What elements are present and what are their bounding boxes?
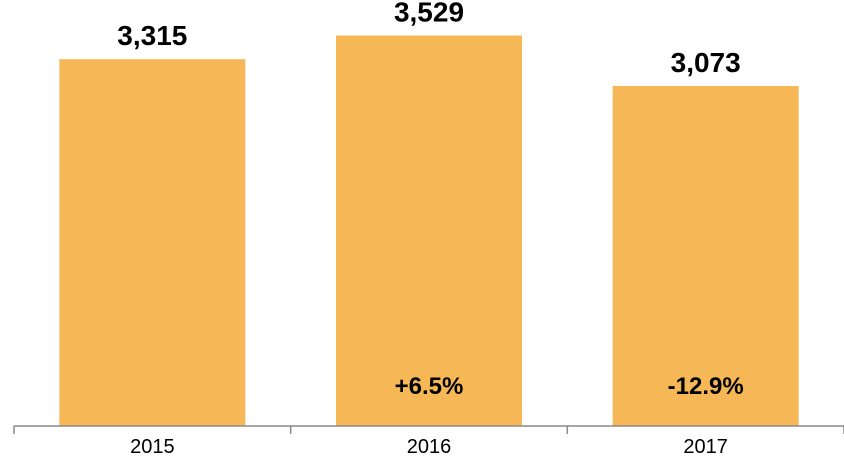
bar-2017 bbox=[612, 85, 799, 426]
bars-group bbox=[59, 35, 799, 427]
data-label-2016: 3,529 bbox=[394, 0, 464, 28]
value-labels-group: 3,315 3,529 3,073 bbox=[117, 0, 740, 78]
x-tick-labels-group: 2015 2016 2017 bbox=[130, 436, 728, 458]
bar-2016 bbox=[336, 35, 522, 427]
x-tick-label-2016: 2016 bbox=[407, 436, 452, 458]
change-label-2016: +6.5% bbox=[395, 373, 464, 400]
x-tick-label-2015: 2015 bbox=[130, 436, 175, 458]
data-label-2017: 3,073 bbox=[671, 47, 741, 78]
x-tick-label-2017: 2017 bbox=[683, 436, 728, 458]
data-label-2015: 3,315 bbox=[117, 20, 187, 51]
change-labels-group: +6.5% -12.9% bbox=[395, 373, 744, 400]
bar-2015 bbox=[59, 59, 246, 427]
change-label-2017: -12.9% bbox=[668, 373, 744, 400]
x-axis bbox=[13, 425, 844, 434]
